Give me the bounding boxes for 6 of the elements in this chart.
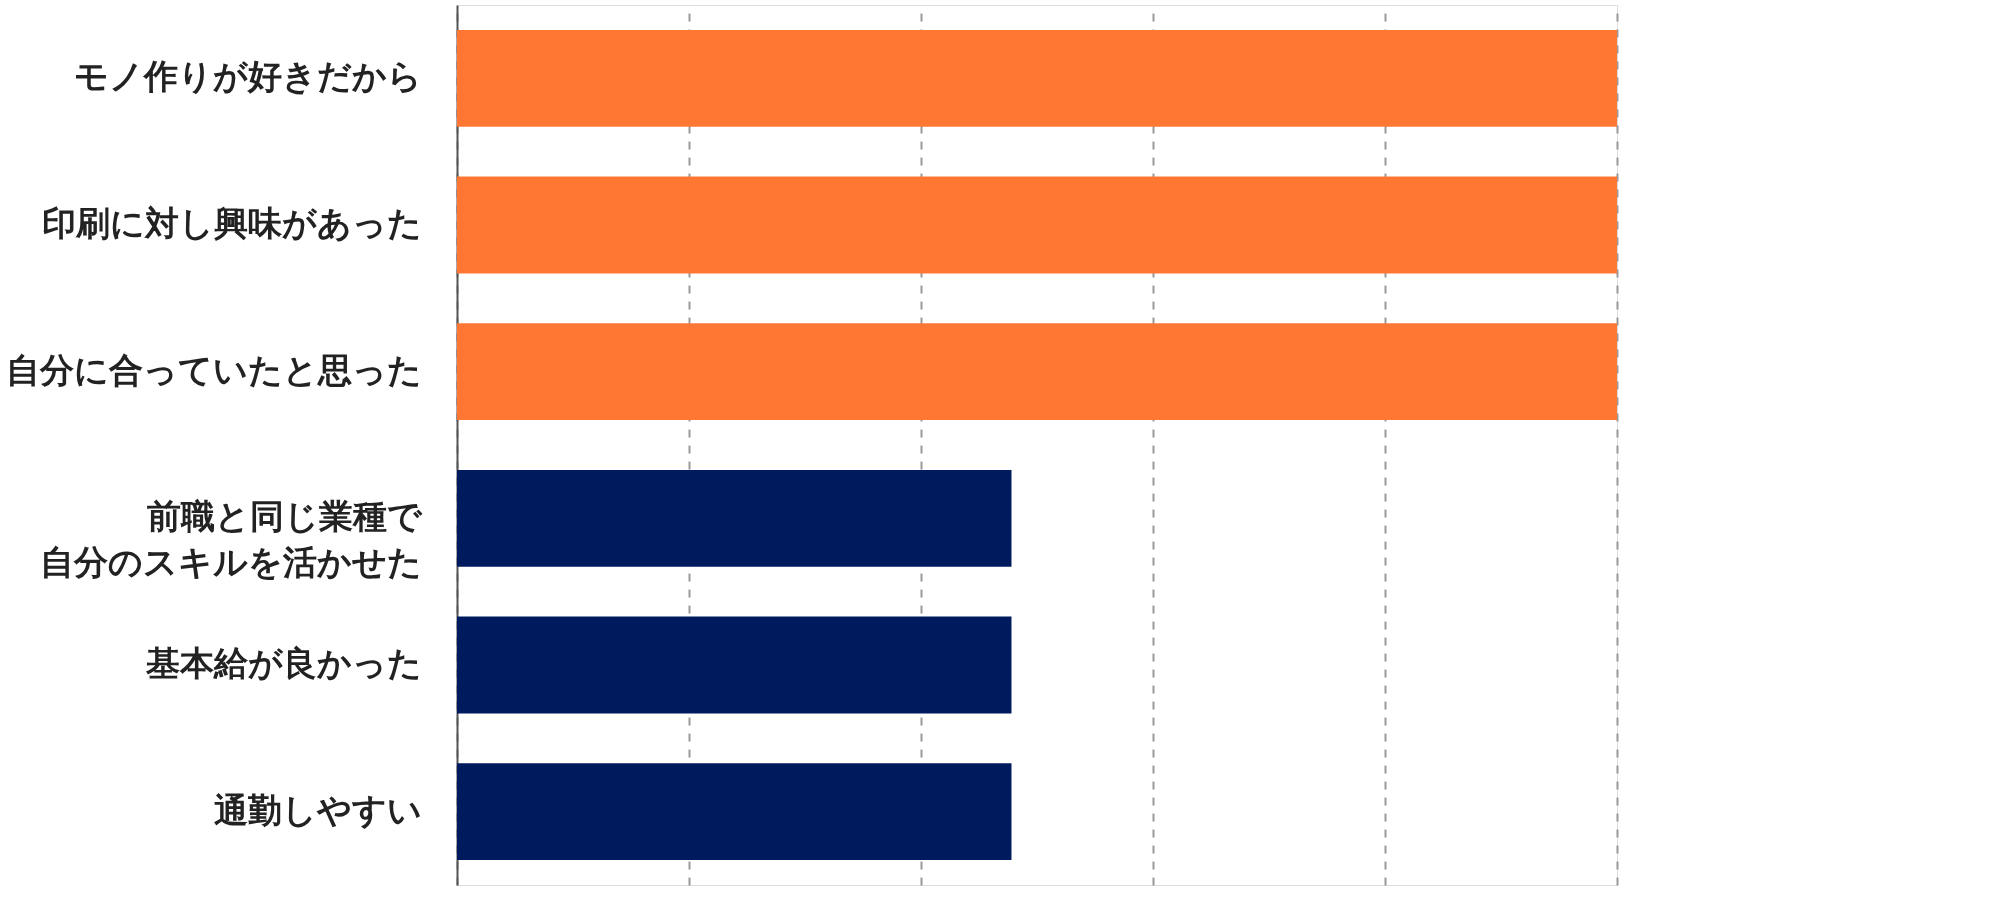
y-tick-label: 自分に合っていたと思った xyxy=(5,349,422,390)
y-tick-label: 通勤しやすい xyxy=(213,789,422,830)
y-tick-label: 前職と同じ業種で自分のスキルを活かせた xyxy=(39,496,423,583)
y-tick-label: 印刷に対し興味があった xyxy=(41,203,422,243)
y-tick-label: モノ作りが好きだから xyxy=(73,56,422,97)
y-tick-label: 基本給が良かった xyxy=(144,643,422,683)
